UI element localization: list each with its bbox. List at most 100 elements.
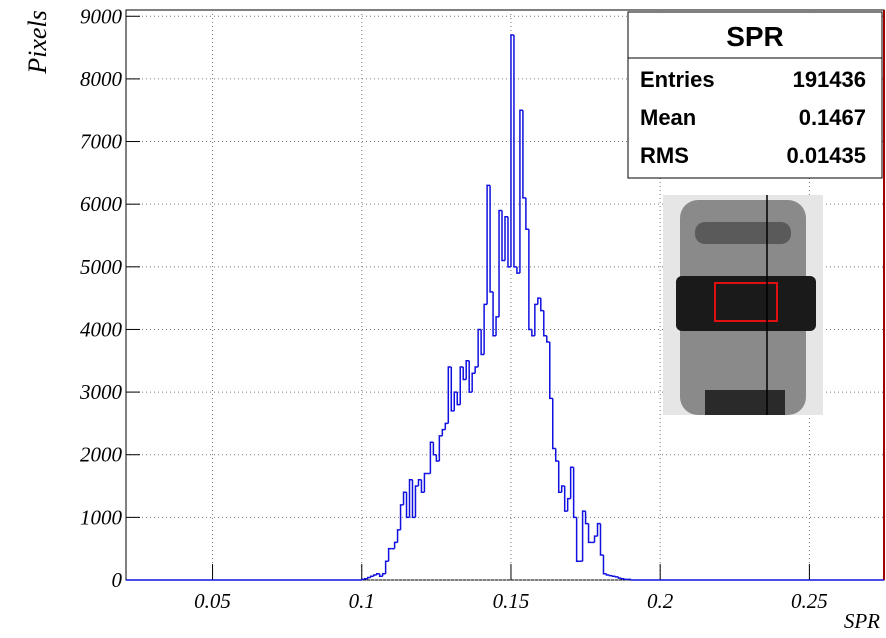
histogram-bin <box>549 341 553 400</box>
phantom-band <box>676 276 816 331</box>
histogram-bin <box>393 541 398 549</box>
roi-box <box>714 282 778 322</box>
x-tick-label: 0.1 <box>349 589 375 613</box>
histogram-bin <box>617 576 622 579</box>
histogram-bin <box>378 573 383 577</box>
stats-label: Mean <box>640 105 696 130</box>
histogram-bin <box>432 442 437 456</box>
histogram-bin <box>627 578 632 581</box>
y-tick-label: 8000 <box>80 67 123 91</box>
stats-value: 0.01435 <box>786 143 866 168</box>
histogram-bin <box>543 310 547 337</box>
y-tick-label: 3000 <box>79 380 123 404</box>
y-axis-label: Pixels <box>23 10 52 75</box>
x-tick-label: 0.25 <box>791 589 828 613</box>
histogram-bin <box>593 535 598 543</box>
histogram-bin <box>396 529 401 543</box>
histogram-bin <box>375 572 380 575</box>
y-tick-label: 1000 <box>80 505 123 529</box>
stats-frame <box>627 11 883 179</box>
histogram-bin <box>462 367 467 381</box>
histogram-bin <box>620 577 625 580</box>
histogram-bin <box>420 479 425 494</box>
histogram-bin <box>522 110 526 199</box>
histogram-bin <box>596 522 601 537</box>
histogram-bin <box>465 360 470 380</box>
histogram-bin <box>528 229 532 331</box>
histogram-bin <box>483 303 488 355</box>
histogram-bin <box>381 572 386 577</box>
y-tick-label: 4000 <box>80 317 123 341</box>
histogram-bin <box>444 422 449 430</box>
histogram-bin <box>501 210 505 262</box>
x-tick-label: 0.05 <box>194 589 231 613</box>
inset-image <box>663 195 823 415</box>
histogram-bin <box>402 491 407 505</box>
histogram-bin <box>369 575 374 578</box>
histogram-bin <box>608 574 613 577</box>
histogram-bin <box>534 303 538 336</box>
y-tick-label: 2000 <box>80 443 123 467</box>
histogram-bin <box>408 479 413 518</box>
y-tick-label: 9000 <box>80 4 123 28</box>
histogram-bin <box>531 329 535 337</box>
stats-label: Entries <box>640 67 715 92</box>
histogram-bin <box>468 360 473 393</box>
histogram-bin <box>414 485 419 518</box>
histogram-bin <box>581 510 586 562</box>
x-tick-label: 0.2 <box>647 589 674 613</box>
x-axis-label: SPR <box>844 609 880 633</box>
histogram-bin <box>575 517 580 562</box>
histogram-bin <box>477 328 482 368</box>
x-tick-label: 0.15 <box>493 589 530 613</box>
histogram-bin <box>563 486 568 512</box>
y-tick-label: 0 <box>112 568 123 592</box>
histogram-bin <box>540 298 544 312</box>
histogram-bin <box>474 366 479 374</box>
histogram-bin <box>614 576 619 578</box>
histogram-bin <box>599 523 604 556</box>
histogram-bin <box>584 511 589 525</box>
histogram-bin <box>569 466 574 499</box>
histogram-bin <box>423 472 428 493</box>
histogram-bin <box>507 216 511 268</box>
histogram-bin <box>489 185 494 293</box>
stats-value: 0.1467 <box>799 105 866 130</box>
histogram-bin <box>623 578 628 581</box>
histogram-bin <box>516 266 520 274</box>
y-tick-label: 6000 <box>80 192 123 216</box>
histogram-bin <box>417 479 422 487</box>
histogram-bin <box>435 454 440 462</box>
histogram-bin <box>387 547 392 562</box>
histogram-bin <box>495 316 500 336</box>
histogram-bin <box>546 335 550 343</box>
histogram-bin <box>572 467 577 519</box>
histogram-bin <box>560 485 565 493</box>
histogram-bin <box>504 215 508 261</box>
histogram-bin <box>525 197 529 230</box>
plot-area: 0 1000 2000 3000 4000 5000 6000 7000 8000 9000 0.0… <box>79 4 884 613</box>
histogram-bin <box>605 573 610 576</box>
histogram-bin <box>384 560 389 574</box>
histogram-bin <box>557 460 562 494</box>
stats-box: SPR Entries 191436 Mean 0.1467 RMS 0.014… <box>627 11 883 179</box>
histogram-bin <box>372 574 377 577</box>
histogram-bin <box>450 367 455 412</box>
y-tick-label: 7000 <box>80 130 123 154</box>
histogram-bin <box>411 479 416 519</box>
histogram-bin <box>492 291 497 337</box>
histogram-bin <box>438 435 443 461</box>
histogram-bin <box>486 184 491 305</box>
histogram-bin <box>456 392 461 406</box>
histogram-bin <box>602 554 607 575</box>
histogram-bin <box>513 35 517 268</box>
histogram-bin <box>366 576 371 579</box>
histogram-bin <box>551 398 556 450</box>
histogram-bin <box>554 448 559 462</box>
histogram-bin <box>611 575 616 577</box>
histogram-bin <box>399 504 404 530</box>
histogram-bin <box>519 109 523 274</box>
histogram-bin <box>363 577 368 580</box>
stats-label: RMS <box>640 143 689 168</box>
